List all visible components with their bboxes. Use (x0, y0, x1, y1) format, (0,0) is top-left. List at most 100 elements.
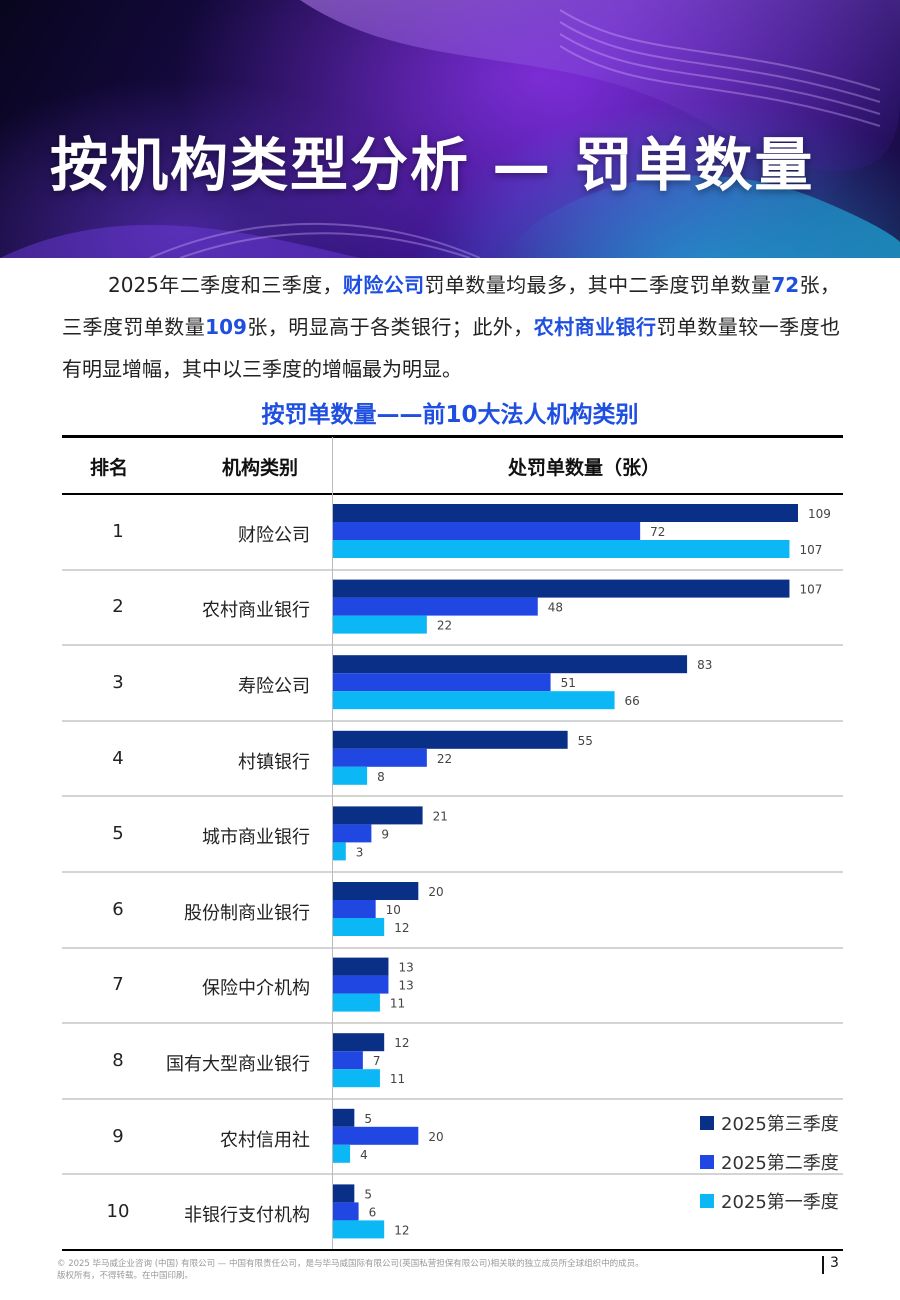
table-row: 4 村镇银行 (62, 722, 843, 798)
table-bottom-rule (62, 1249, 843, 1251)
rank-cell: 5 (112, 823, 124, 845)
bar-data-label: 48 (548, 601, 563, 615)
bar-q1 (333, 1069, 380, 1088)
bar-data-label: 11 (390, 1072, 405, 1086)
bar-q2 (333, 597, 538, 616)
hero-background-art (0, 0, 900, 258)
legend-swatch (700, 1115, 714, 1130)
rank-cell: 8 (112, 1049, 124, 1071)
bar-data-label: 3 (356, 845, 364, 859)
bar-data-label: 7 (373, 1054, 381, 1068)
institution-type-cell: 保险中介机构 (202, 978, 310, 1000)
rank-cell: 2 (112, 596, 124, 618)
bar-data-label: 5 (364, 1187, 372, 1201)
row-divider (62, 870, 843, 873)
bar-data-label: 11 (390, 997, 405, 1011)
bar-data-label: 72 (650, 525, 665, 539)
bar-data-label: 107 (799, 583, 822, 597)
legend-swatch (700, 1193, 714, 1208)
row-divider (62, 946, 843, 949)
bar-data-label: 12 (394, 1036, 409, 1050)
rank-cell: 6 (112, 898, 124, 920)
bar-q3 (333, 504, 798, 522)
table-row: 7 保险中介机构 (62, 949, 843, 1025)
institution-type-cell: 寿险公司 (238, 675, 310, 697)
footer-copyright: © 2025 毕马威企业咨询 (中国) 有限公司 — 中国有限责任公司，是与毕马… (57, 1258, 644, 1282)
bar-q2 (333, 900, 376, 918)
table-row: 8 国有大型商业银行 (62, 1024, 843, 1100)
column-header-type: 机构类别 (222, 457, 299, 479)
intro-text-5: 罚单数量较一季度也有明显增幅，其中以三季度的增幅最为明显。 (62, 315, 841, 381)
institution-type-cell: 股份制商业银行 (184, 902, 310, 924)
institution-type-cell: 非银行支付机构 (184, 1205, 310, 1227)
bar-q1 (333, 993, 380, 1012)
bar-q1 (333, 540, 790, 558)
rank-cell: 3 (112, 671, 124, 693)
intro-text-1: 2025年二季度和三季度， (108, 273, 343, 297)
bar-data-label: 22 (437, 752, 452, 766)
institution-type-cell: 村镇银行 (238, 751, 310, 773)
bar-data-label: 5 (364, 1112, 372, 1126)
hero-banner: 按机构类型分析 — 罚单数量 (0, 0, 900, 258)
page-title: 按机构类型分析 — 罚单数量 (50, 131, 815, 199)
bar-q2 (333, 824, 372, 843)
bar-q3 (333, 1184, 355, 1203)
bar-q2 (333, 975, 389, 994)
column-header-rank: 排名 (90, 457, 129, 479)
legend-label: 2025第二季度 (721, 1152, 839, 1174)
rank-cell: 9 (112, 1125, 124, 1147)
institution-type-cell: 城市商业银行 (202, 827, 310, 849)
bar-data-label: 66 (625, 694, 640, 708)
table-row: 3 寿险公司 (62, 646, 843, 722)
bar-data-label: 22 (437, 619, 452, 633)
rank-cell: 10 (106, 1201, 130, 1223)
row-divider (62, 1173, 843, 1176)
bar-q1 (333, 842, 346, 861)
bar-data-label: 21 (433, 809, 448, 823)
legend-label: 2025第一季度 (721, 1191, 839, 1213)
column-header-count: 处罚单数量（张） (508, 457, 661, 479)
institution-type-cell: 财险公司 (238, 524, 310, 546)
institution-type-cell: 农村信用社 (220, 1129, 310, 1151)
table-row: 1 财险公司 (62, 495, 843, 571)
rank-cell: 1 (112, 520, 124, 542)
bar-q3 (333, 1033, 385, 1052)
intro-text-3: 张，三季度罚单数量 (62, 273, 841, 339)
table-title: 按罚单数量——前10大法人机构类别 (261, 402, 639, 428)
row-divider (62, 644, 843, 647)
bar-data-label: 9 (381, 827, 389, 841)
bar-data-label: 12 (394, 921, 409, 935)
legend-item: 2025第三季度 (700, 1103, 839, 1142)
bar-data-label: 83 (697, 658, 712, 672)
intro-highlight-1: 财险公司 (342, 273, 425, 297)
table-header-rule (62, 493, 843, 495)
bar-data-label: 20 (428, 885, 443, 899)
legend-item: 2025第一季度 (700, 1181, 839, 1220)
footer-line-2: 版权所有，不得转载。在中国印刷。 (57, 1271, 194, 1281)
bar-q2 (333, 673, 551, 692)
institution-type-cell: 农村商业银行 (202, 600, 310, 622)
bar-data-label: 109 (808, 507, 831, 521)
intro-paragraph: 2025年二季度和三季度，财险公司罚单数量均最多，其中二季度罚单数量72张，三季… (62, 264, 840, 390)
bar-q3 (333, 655, 688, 674)
chart-legend: 2025第三季度 2025第二季度 2025第一季度 (700, 1103, 839, 1220)
table-top-rule (62, 435, 843, 438)
row-divider (62, 719, 843, 722)
bar-q1 (333, 615, 427, 634)
legend-item: 2025第二季度 (700, 1142, 839, 1181)
table-row: 2 农村商业银行 (62, 571, 843, 647)
bar-data-label: 55 (578, 734, 593, 748)
bar-data-label: 13 (398, 961, 413, 975)
legend-label: 2025第三季度 (721, 1113, 839, 1135)
row-divider (62, 1097, 843, 1100)
table-row: 6 股份制商业银行 (62, 873, 843, 949)
intro-highlight-2: 72 (771, 273, 800, 297)
row-divider (62, 795, 843, 798)
bar-q1 (333, 691, 615, 710)
intro-highlight-3: 109 (205, 315, 247, 339)
institution-type-cell: 国有大型商业银行 (166, 1053, 310, 1075)
page-number-divider (822, 1256, 824, 1274)
bar-q3 (333, 957, 389, 976)
bar-q1 (333, 1220, 385, 1239)
